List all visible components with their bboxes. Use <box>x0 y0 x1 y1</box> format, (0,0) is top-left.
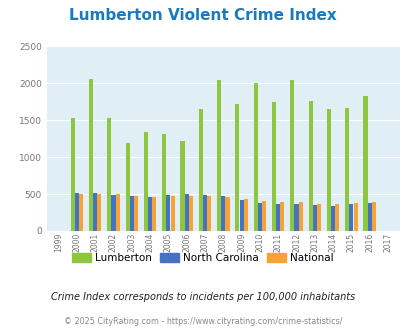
Bar <box>180 141 184 231</box>
Bar <box>294 204 298 231</box>
Bar <box>239 200 243 231</box>
Bar <box>217 80 221 231</box>
Bar <box>93 193 97 231</box>
Bar <box>107 118 111 231</box>
Text: © 2025 CityRating.com - https://www.cityrating.com/crime-statistics/: © 2025 CityRating.com - https://www.city… <box>64 317 341 326</box>
Bar <box>275 204 279 231</box>
Bar <box>298 202 302 231</box>
Bar <box>271 102 275 231</box>
Bar <box>312 206 316 231</box>
Bar <box>367 203 371 231</box>
Bar <box>253 83 257 231</box>
Bar <box>344 108 348 231</box>
Bar <box>221 196 225 231</box>
Bar <box>143 132 147 231</box>
Bar <box>97 194 101 231</box>
Bar <box>184 194 188 231</box>
Bar <box>326 109 330 231</box>
Bar <box>125 144 129 231</box>
Bar <box>362 96 367 231</box>
Bar <box>262 201 265 231</box>
Bar <box>371 202 375 231</box>
Bar <box>207 196 211 231</box>
Legend: Lumberton, North Carolina, National: Lumberton, North Carolina, National <box>68 248 337 267</box>
Text: Crime Index corresponds to incidents per 100,000 inhabitants: Crime Index corresponds to incidents per… <box>51 292 354 302</box>
Bar <box>162 134 166 231</box>
Bar <box>225 197 229 231</box>
Bar <box>111 195 115 231</box>
Bar <box>202 195 207 231</box>
Bar <box>75 193 79 231</box>
Bar <box>257 203 261 231</box>
Bar <box>349 204 353 231</box>
Bar <box>89 79 93 231</box>
Bar <box>166 195 170 231</box>
Bar <box>170 196 174 231</box>
Bar <box>235 104 239 231</box>
Bar <box>316 204 320 231</box>
Bar <box>290 80 294 231</box>
Bar <box>79 194 83 231</box>
Bar <box>134 195 138 231</box>
Bar <box>70 118 75 231</box>
Bar <box>280 202 284 231</box>
Bar <box>148 197 152 231</box>
Text: Lumberton Violent Crime Index: Lumberton Violent Crime Index <box>69 8 336 23</box>
Bar <box>308 101 312 231</box>
Bar <box>335 204 339 231</box>
Bar <box>353 203 357 231</box>
Bar <box>115 194 119 231</box>
Bar <box>243 199 247 231</box>
Bar <box>152 197 156 231</box>
Bar <box>198 109 202 231</box>
Bar <box>188 195 192 231</box>
Bar <box>130 196 134 231</box>
Bar <box>330 206 334 231</box>
